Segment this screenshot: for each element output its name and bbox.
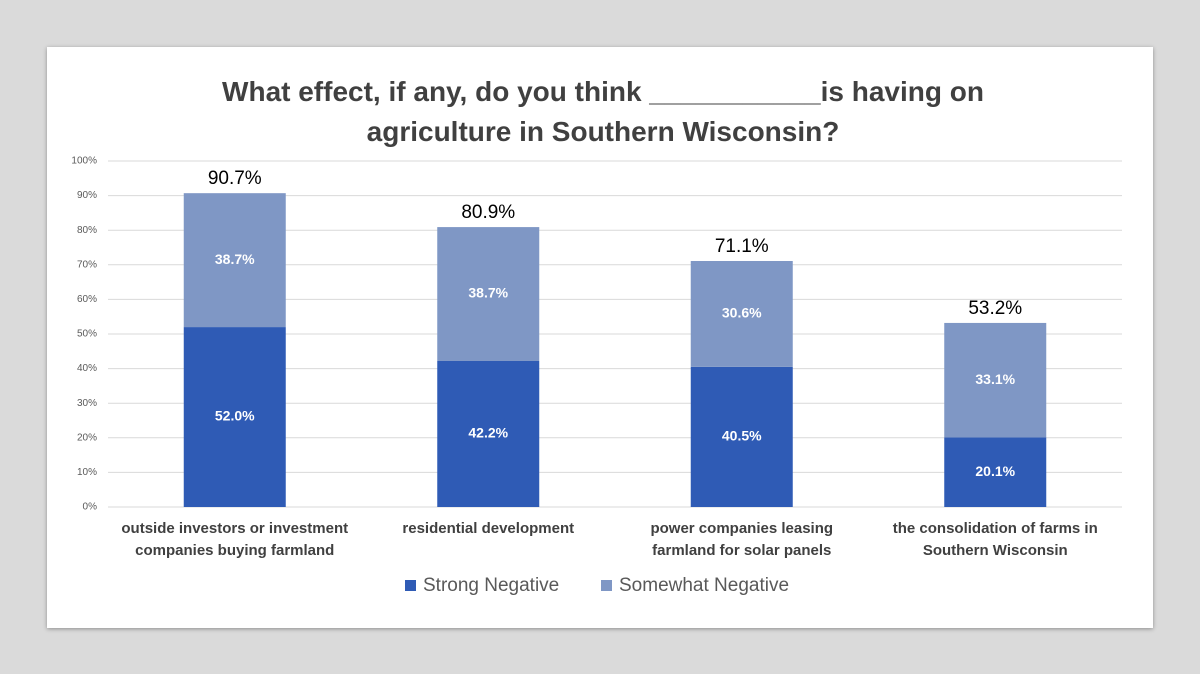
- data-label: 20.1%: [975, 463, 1015, 479]
- y-tick-label: 50%: [77, 329, 97, 340]
- bar-segment: [690, 366, 793, 507]
- y-tick-label: 20%: [77, 432, 97, 443]
- y-tick-label: 60%: [77, 294, 97, 305]
- bar-segment: [183, 193, 286, 328]
- chart-title: What effect, if any, do you think ______…: [222, 76, 984, 147]
- y-tick-label: 10%: [77, 467, 97, 478]
- y-tick-label: 30%: [77, 398, 97, 409]
- bar-segment: [437, 360, 540, 507]
- total-label: 90.7%: [208, 168, 262, 189]
- x-tick-label: outside investors or investment companie…: [121, 520, 349, 559]
- legend-label: Somewhat Negative: [619, 575, 789, 596]
- data-label: 38.7%: [215, 251, 255, 267]
- x-tick-label: power companies leasing farmland for sol…: [650, 520, 834, 559]
- y-tick-label: 40%: [77, 363, 97, 374]
- y-tick-label: 70%: [77, 259, 97, 270]
- y-tick-label: 80%: [77, 225, 97, 236]
- legend-label: Strong Negative: [423, 575, 559, 596]
- y-tick-label: 100%: [71, 156, 97, 167]
- x-tick-label: the consolidation of farms in Southern W…: [892, 520, 1098, 559]
- data-label: 33.1%: [975, 371, 1015, 387]
- data-label: 42.2%: [468, 425, 508, 441]
- legend-swatch: [601, 580, 612, 591]
- bar-segment: [437, 227, 540, 361]
- data-label: 38.7%: [468, 285, 508, 301]
- y-tick-label: 0%: [83, 502, 98, 513]
- total-label: 71.1%: [715, 236, 769, 257]
- total-label: 53.2%: [968, 298, 1022, 319]
- data-label: 40.5%: [722, 428, 762, 444]
- y-tick-label: 90%: [77, 190, 97, 201]
- x-tick-label: residential development: [402, 520, 575, 537]
- bar-segment: [183, 327, 286, 507]
- total-label: 80.9%: [461, 202, 515, 223]
- legend-swatch: [405, 580, 416, 591]
- bar-segment: [944, 322, 1047, 438]
- data-label: 52.0%: [215, 408, 255, 424]
- bar-segment: [944, 437, 1047, 507]
- bar-segment: [690, 260, 793, 367]
- data-label: 30.6%: [722, 305, 762, 321]
